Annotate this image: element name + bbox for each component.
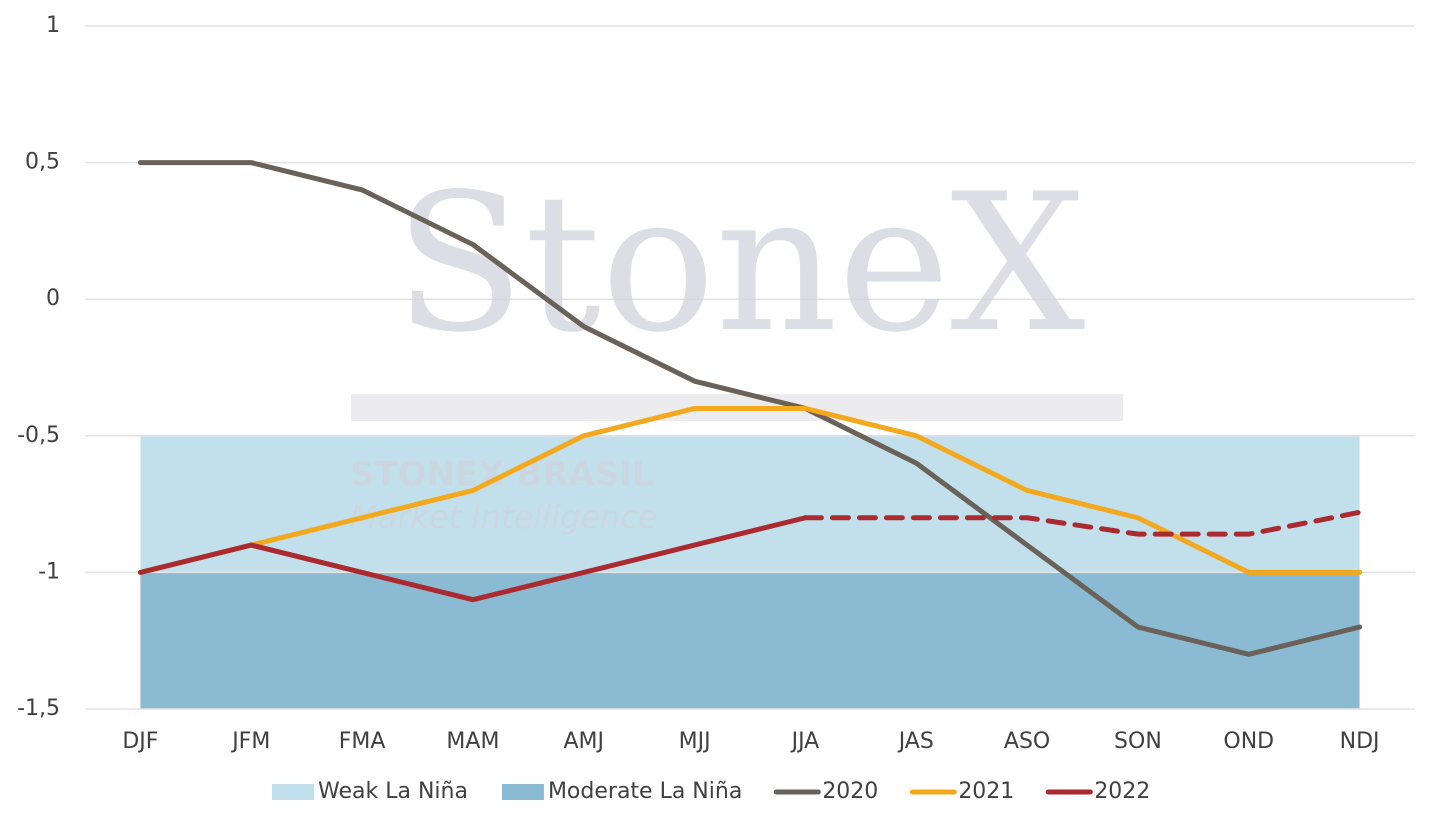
y-tick-label: -1,5 bbox=[17, 696, 60, 721]
watermark-tagline: Market Intelligence bbox=[350, 498, 658, 536]
line bbox=[137, 160, 1363, 657]
legend-swatch bbox=[501, 784, 544, 800]
y-tick-label: 0,5 bbox=[25, 150, 60, 175]
x-tick-label: MJJ bbox=[679, 729, 711, 754]
y-tick-label: 0 bbox=[46, 286, 60, 311]
legend-label: Weak La Niña bbox=[318, 779, 468, 804]
legend-label: 2020 bbox=[822, 779, 878, 804]
line bbox=[137, 405, 1363, 575]
legend-label: 2021 bbox=[958, 779, 1014, 804]
legend-label: Moderate La Niña bbox=[548, 779, 742, 804]
x-tick-label: JFM bbox=[230, 729, 270, 754]
y-tick-label: -1 bbox=[38, 559, 60, 584]
x-tick-label: NDJ bbox=[1340, 729, 1380, 754]
x-tick-label: MAM bbox=[446, 729, 499, 754]
x-tick-label: AMJ bbox=[563, 729, 604, 754]
x-tick-label: JJA bbox=[790, 729, 820, 754]
watermark-logo: StoneX bbox=[395, 153, 1086, 374]
legend-swatch bbox=[272, 784, 314, 800]
y-tick-label: -0,5 bbox=[17, 423, 60, 448]
x-tick-label: JAS bbox=[897, 729, 934, 754]
x-tick-label: FMA bbox=[339, 729, 386, 754]
legend-label: 2022 bbox=[1094, 779, 1150, 804]
x-tick-label: ASO bbox=[1004, 729, 1050, 754]
y-tick-label: 1 bbox=[46, 13, 60, 38]
band bbox=[140, 435, 1360, 573]
x-tick-label: OND bbox=[1223, 729, 1274, 754]
x-tick-label: SON bbox=[1114, 729, 1162, 754]
x-tick-label: DJF bbox=[122, 729, 158, 754]
line bbox=[802, 509, 1363, 537]
band bbox=[140, 572, 1360, 709]
line bbox=[137, 515, 808, 603]
